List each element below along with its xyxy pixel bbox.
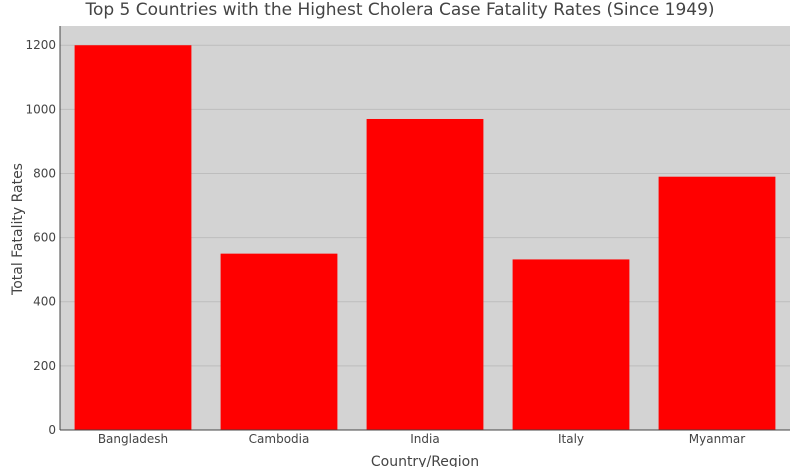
y-tick-label: 400: [33, 295, 56, 309]
y-tick-label: 600: [33, 231, 56, 245]
x-tick-label: Cambodia: [249, 432, 310, 446]
bar-myanmar: [658, 176, 776, 430]
y-axis-title: Total Fatality Rates: [10, 163, 26, 296]
y-tick-label: 1000: [25, 102, 56, 116]
axes: [59, 26, 790, 431]
x-tick-label: Myanmar: [689, 432, 745, 446]
bar-cambodia: [220, 253, 338, 430]
y-tick-label: 800: [33, 166, 56, 180]
bars: [74, 45, 776, 430]
bar-bangladesh: [74, 45, 192, 430]
tick-labels: 0 200 400 600 800 1000 1200 Bangladesh Cambodia I…: [25, 38, 745, 446]
x-tick-label: Italy: [558, 432, 584, 446]
chart-title: Top 5 Countries with the Highest Cholera…: [84, 0, 714, 20]
y-tick-label: 0: [48, 423, 56, 437]
x-tick-label: India: [410, 432, 439, 446]
y-tick-label: 1200: [25, 38, 56, 52]
x-tick-label: Bangladesh: [98, 432, 168, 446]
bar-italy: [512, 259, 630, 430]
y-tick-label: 200: [33, 359, 56, 373]
x-axis-title: Country/Region: [371, 454, 479, 467]
bar-india: [366, 118, 484, 430]
